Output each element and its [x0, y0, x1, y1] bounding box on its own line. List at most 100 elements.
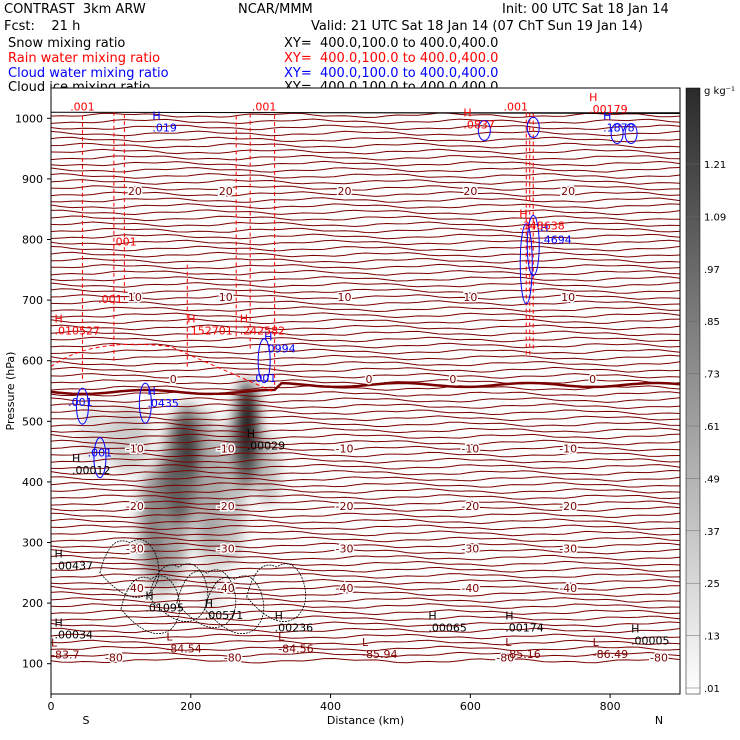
extremum-marker: H — [519, 208, 527, 221]
temperature-contour — [50, 609, 681, 616]
init-time: Init: 00 UTC Sat 18 Jan 14 — [502, 2, 669, 17]
x-tick-label: 400 — [320, 700, 341, 713]
snow-blob — [241, 384, 256, 458]
field-label-snow: Snow mixing ratio — [8, 36, 126, 51]
temperature-contour-label: -20 — [217, 500, 235, 513]
temperature-contour-label: 10 — [561, 291, 575, 304]
temperature-contour-label: -80 — [224, 652, 242, 665]
temperature-contour — [50, 615, 681, 621]
snow-blob — [201, 518, 222, 616]
cloud-water-contour — [93, 437, 107, 479]
temperature-contour-label: 0 — [449, 373, 456, 386]
temperature-contour — [50, 251, 681, 258]
temperature-contour — [50, 185, 681, 191]
temperature-contour — [50, 397, 681, 403]
extremum-marker: H — [275, 609, 283, 622]
cloud-water-contour — [519, 223, 533, 305]
extremum-value: .348638 — [519, 220, 565, 233]
colorbar-label: .01 — [704, 684, 720, 695]
y-tick-label: 1000 — [15, 112, 43, 125]
y-tick-label: 500 — [22, 415, 43, 428]
temperature-contour-label: -20 — [559, 500, 577, 513]
temperature-contour — [50, 294, 681, 300]
temperature-contour — [50, 494, 681, 500]
extremum-marker: L — [166, 631, 173, 644]
extremum-marker: H — [147, 385, 155, 398]
forecast-hour: Fcst: 21 h — [4, 19, 81, 34]
field-xy-snow: XY= 400.0,100.0 to 400.0,400.0 — [284, 36, 499, 51]
temperature-contour — [50, 366, 681, 373]
cloud-water-contour — [624, 122, 638, 144]
temperature-contour — [50, 645, 681, 652]
extremum-value: .00065 — [428, 621, 467, 634]
temperature-contour — [50, 542, 681, 549]
temperature-contour — [50, 300, 681, 306]
y-tick-label: 700 — [22, 294, 43, 307]
temperature-contour — [50, 433, 681, 440]
colorbar-label: .13 — [704, 632, 720, 643]
temperature-contour — [50, 391, 681, 397]
extremum-value: .00571 — [205, 609, 244, 622]
x-tick-label: 800 — [600, 700, 621, 713]
temperature-contour — [50, 348, 681, 355]
y-tick-label: 900 — [22, 173, 43, 186]
temperature-contour — [50, 621, 681, 628]
temperature-contour — [50, 469, 681, 476]
temperature-contour-label: 10 — [338, 291, 352, 304]
extremum-value: .00034 — [54, 629, 93, 642]
x-axis-label: Distance (km) — [327, 714, 404, 727]
extremum-marker: H — [54, 548, 62, 561]
extremum-value: .00174 — [505, 621, 544, 634]
temperature-contour — [50, 318, 681, 325]
extremum-marker: H — [631, 623, 639, 636]
snow-blob — [105, 406, 150, 473]
colorbar-label: .37 — [704, 527, 720, 538]
y-tick-label: 400 — [22, 476, 43, 489]
freezing-level-contour — [50, 381, 681, 396]
temperature-contour-label: -40 — [559, 582, 577, 595]
extremum-marker: L — [362, 636, 369, 649]
temperature-contour — [50, 142, 681, 149]
extremum-marker: H — [54, 312, 62, 325]
temperature-contour — [50, 421, 681, 427]
snow-blob — [255, 433, 280, 507]
temperature-contour — [50, 221, 681, 228]
temperature-contour-label: -40 — [336, 582, 354, 595]
contour-value-label: .001 — [68, 396, 93, 409]
extremum-value: .00437 — [54, 560, 93, 573]
colorbar-label: .25 — [704, 579, 720, 590]
extremum-marker: H — [463, 106, 471, 119]
temperature-contour-label: 10 — [128, 291, 142, 304]
temperature-contour — [50, 360, 681, 367]
field-xy-cloud-water: XY= 400.0,100.0 to 400.0,400.0 — [284, 66, 499, 81]
extremum-value: .0994 — [264, 343, 296, 356]
temperature-contour-label: -10 — [559, 443, 577, 456]
plot-frame — [50, 87, 681, 695]
colorbar-label: .85 — [704, 317, 720, 328]
temperature-contour — [51, 415, 681, 422]
temperature-contour — [50, 488, 681, 494]
temperature-contour-label: -10 — [461, 443, 479, 456]
temperature-contour — [50, 112, 681, 119]
extremum-marker: L — [51, 637, 58, 650]
colorbar-label: 1.21 — [704, 160, 726, 171]
contour-value-label: .001 — [112, 236, 137, 249]
rain-water-contour — [50, 343, 275, 393]
axis-end-label-right: N — [655, 714, 663, 727]
temperature-contour-label: 20 — [561, 185, 575, 198]
temperature-contour-label: 20 — [463, 185, 477, 198]
extremum-value: -84.54 — [166, 643, 201, 656]
temperature-contour — [50, 512, 681, 519]
temperature-contour-label: -80 — [496, 652, 514, 665]
temperature-contour — [50, 354, 681, 361]
temperature-contour — [50, 324, 681, 331]
temperature-contour — [50, 245, 681, 252]
extremum-marker: H — [145, 589, 153, 602]
temperature-contour — [50, 548, 681, 555]
temperature-contour — [50, 578, 681, 585]
temperature-contour — [50, 276, 681, 282]
temperature-contour — [50, 263, 681, 270]
temperature-contour — [50, 403, 681, 410]
temperature-contour — [50, 336, 681, 343]
cloud-water-contour — [257, 338, 271, 384]
